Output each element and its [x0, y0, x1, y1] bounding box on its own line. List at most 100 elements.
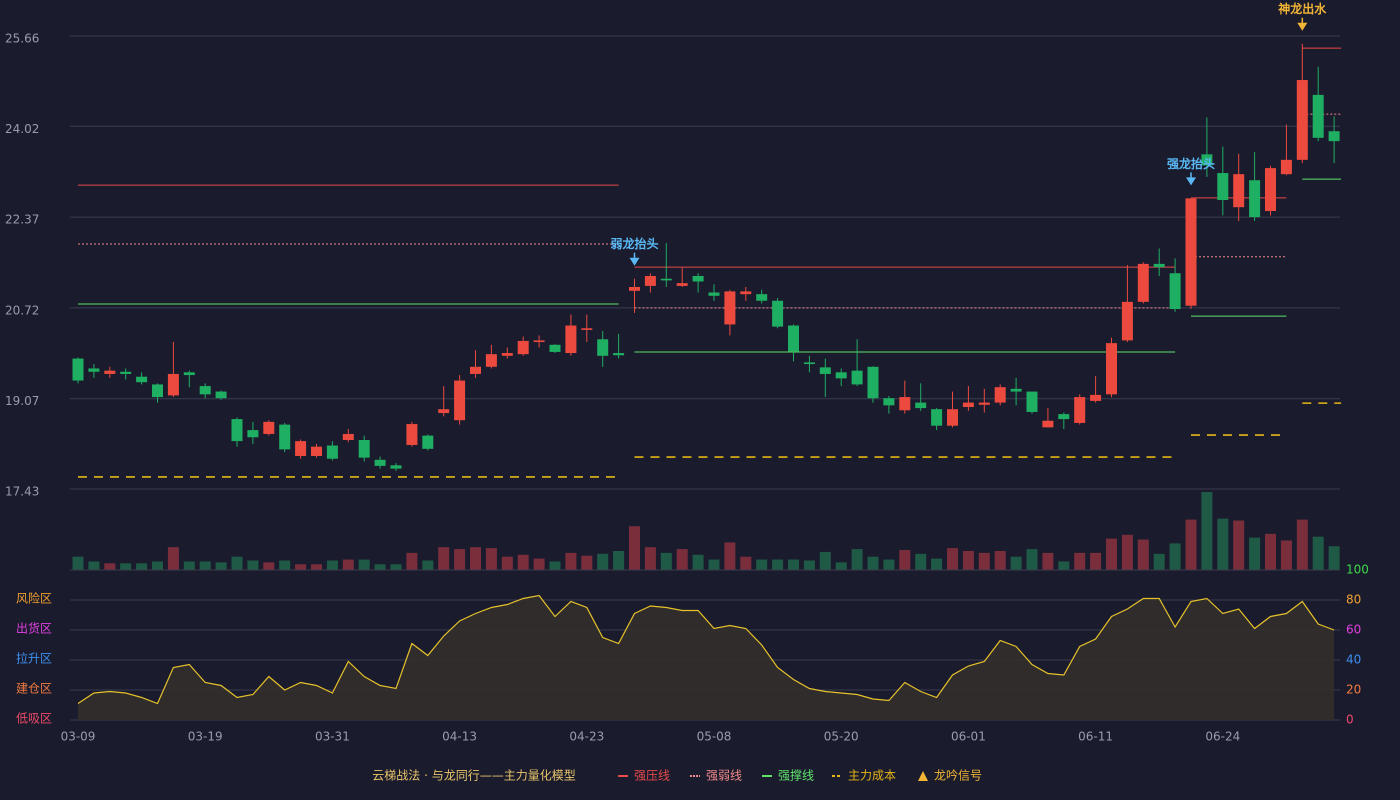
- candle-body: [708, 292, 720, 296]
- volume-bar: [1074, 552, 1086, 570]
- x-tick-label: 03-31: [315, 730, 350, 744]
- candle-body: [613, 353, 625, 356]
- volume-bar: [1201, 492, 1213, 570]
- zone-label: 建仓区: [16, 682, 52, 696]
- volume-bar: [279, 560, 291, 570]
- x-tick-label: 04-13: [442, 730, 477, 744]
- candle-body: [470, 366, 481, 374]
- volume-bar: [788, 559, 799, 570]
- candle-body: [311, 446, 322, 456]
- signal-arrow: [1297, 22, 1308, 31]
- volume-bar: [1217, 518, 1229, 570]
- volume-bar: [549, 561, 561, 570]
- candle-body: [644, 275, 656, 286]
- volume-bar: [533, 558, 545, 570]
- y2-tick-label: 80: [1346, 593, 1361, 607]
- volume-bar: [931, 558, 943, 570]
- candle-body: [72, 358, 84, 381]
- volume-bar: [692, 554, 704, 570]
- candle-body: [1090, 394, 1102, 401]
- volume-bar: [1328, 546, 1340, 570]
- volume-bar: [247, 560, 259, 570]
- zone-label: 出货区: [16, 621, 52, 636]
- candle-body: [1153, 263, 1165, 268]
- volume-bar: [883, 559, 895, 570]
- volume-bar: [167, 547, 179, 570]
- candle-body: [501, 353, 513, 356]
- candle-body: [1185, 198, 1197, 306]
- legend-label: 龙吟信号: [934, 768, 982, 783]
- x-tick-label: 05-08: [697, 730, 732, 744]
- candle-body: [947, 409, 958, 426]
- volume-bar: [851, 549, 863, 570]
- y-tick-label: 22.37: [5, 213, 39, 227]
- candle-body: [1137, 263, 1149, 302]
- y2-tick-label: 100: [1346, 563, 1369, 577]
- volume-bar: [454, 549, 466, 570]
- x-tick-label: 03-09: [61, 730, 96, 744]
- volume-bar: [994, 550, 1006, 570]
- x-tick-label: 06-01: [951, 730, 986, 744]
- volume-bar: [1153, 553, 1165, 570]
- volume-bar: [867, 556, 879, 570]
- volume-bar: [947, 548, 958, 570]
- candle-body: [835, 372, 847, 379]
- volume-bar: [501, 556, 513, 570]
- volume-bar: [629, 526, 640, 570]
- volume-bar: [358, 559, 370, 570]
- candle-body: [724, 291, 736, 325]
- volume-bar: [1121, 534, 1133, 570]
- candle-body: [120, 371, 132, 374]
- volume-bar: [962, 550, 974, 570]
- volume-bar: [1280, 540, 1292, 570]
- volume-bar: [899, 550, 911, 570]
- candle-body: [104, 370, 116, 374]
- volume-bar: [581, 555, 593, 570]
- candle-body: [788, 325, 799, 352]
- candle-body: [358, 440, 370, 458]
- candle-body: [1074, 397, 1086, 423]
- volume-bar: [1312, 536, 1324, 570]
- candle-body: [390, 465, 402, 469]
- volume-bar: [374, 564, 386, 570]
- volume-bar: [660, 552, 672, 570]
- candle-body: [819, 367, 831, 374]
- candle-body: [326, 445, 338, 459]
- volume-bar: [295, 564, 307, 570]
- signal-arrow: [629, 257, 640, 266]
- candle-body: [438, 409, 450, 414]
- candle-body: [660, 278, 672, 281]
- candle-body: [1121, 301, 1133, 341]
- indicator-area: [78, 595, 1335, 720]
- volume-bar: [740, 556, 752, 570]
- volume-bar: [772, 559, 784, 570]
- legend-label: 主力成本: [848, 769, 896, 783]
- candle-body: [1010, 388, 1022, 392]
- candle-body: [915, 402, 927, 409]
- candle-body: [247, 430, 259, 438]
- volume-bar: [72, 556, 84, 570]
- volume-bar: [1042, 552, 1054, 570]
- volume-bar: [152, 561, 163, 570]
- candle-body: [533, 340, 545, 343]
- legend-label: 强弱线: [706, 769, 742, 783]
- candle-body: [772, 300, 784, 327]
- x-tick-label: 03-19: [188, 730, 223, 744]
- x-tick-label: 06-11: [1078, 730, 1113, 744]
- candle-body: [1296, 80, 1308, 160]
- volume-bar: [136, 563, 148, 570]
- candle-body: [962, 402, 974, 407]
- volume-bar: [326, 560, 338, 570]
- candle-body: [136, 376, 148, 383]
- volume-bar: [88, 561, 100, 570]
- volume-bar: [231, 556, 243, 570]
- volume-bar: [104, 563, 116, 570]
- volume-bar: [803, 560, 815, 570]
- volume-bar: [1137, 539, 1149, 570]
- volume-bar: [215, 562, 227, 570]
- candle-body: [978, 402, 990, 405]
- candle-body: [803, 362, 815, 365]
- volume-bar: [915, 553, 927, 570]
- volume-bar: [1106, 538, 1117, 570]
- legend-swatch: [918, 771, 928, 781]
